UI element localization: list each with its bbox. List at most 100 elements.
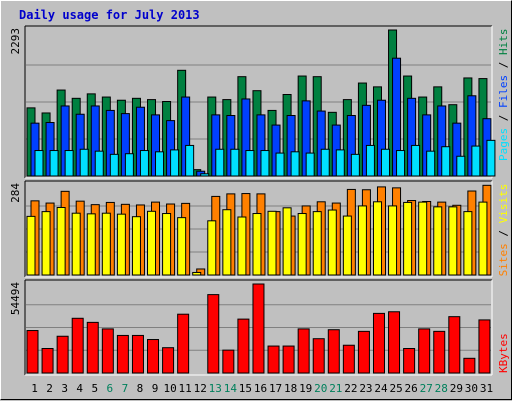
- bar-pages-day-21: [335, 149, 345, 177]
- bar-pages-day-5: [94, 150, 104, 177]
- bar-kbytes-day-21: [327, 329, 340, 374]
- bar-visits-day-8: [131, 216, 141, 276]
- bar-pages-day-19: [305, 152, 315, 177]
- bar-pages-day-3: [64, 150, 74, 177]
- bar-kbytes-day-29: [448, 316, 461, 374]
- bar-pages-day-22: [350, 153, 360, 177]
- x-tick-label-day-23: 23: [359, 382, 372, 395]
- bar-visits-day-15: [237, 216, 247, 276]
- bar-visits-day-2: [41, 211, 51, 276]
- bar-visits-day-31: [478, 201, 488, 276]
- bar-kbytes-day-13: [207, 294, 220, 374]
- bar-pages-day-29: [456, 155, 466, 177]
- bar-visits-day-28: [433, 206, 443, 276]
- bar-kbytes-day-19: [297, 328, 310, 374]
- bar-pages-day-7: [124, 153, 134, 177]
- bar-pages-day-14: [230, 148, 240, 177]
- bar-pages-day-17: [275, 152, 285, 177]
- bar-kbytes-day-26: [403, 348, 416, 374]
- right-axis-label-part: /: [497, 62, 510, 75]
- bar-kbytes-day-2: [41, 348, 54, 374]
- bar-visits-day-23: [357, 205, 367, 276]
- bar-visits-day-17: [267, 210, 277, 276]
- x-tick-label-day-13: 13: [209, 382, 222, 395]
- bar-kbytes-day-10: [162, 347, 175, 374]
- bar-visits-day-22: [342, 215, 352, 276]
- y-max-label: 284: [9, 183, 22, 203]
- x-tick-label-day-28: 28: [435, 382, 448, 395]
- bar-kbytes-day-3: [56, 335, 69, 374]
- bar-kbytes-day-15: [237, 318, 250, 374]
- bar-visits-day-3: [56, 207, 66, 276]
- bar-pages-day-26: [411, 144, 421, 177]
- bar-visits-day-21: [327, 209, 337, 276]
- x-tick-label-day-21: 21: [329, 382, 342, 395]
- bar-pages-day-24: [380, 148, 390, 177]
- bar-kbytes-day-7: [116, 334, 129, 374]
- right-axis-label-part: /: [497, 115, 510, 128]
- x-tick-label-day-9: 9: [152, 382, 159, 395]
- bar-visits-day-24: [372, 201, 382, 276]
- x-tick-label-day-26: 26: [405, 382, 418, 395]
- bar-visits-day-25: [388, 205, 398, 276]
- bar-kbytes-day-16: [252, 283, 265, 374]
- bar-kbytes-day-5: [86, 321, 99, 374]
- bar-kbytes-day-22: [342, 344, 355, 374]
- x-tick-label-day-18: 18: [284, 382, 297, 395]
- bar-visits-day-26: [403, 201, 413, 276]
- x-tick-label-day-12: 12: [194, 382, 207, 395]
- right-axis-label-part: Files: [497, 75, 510, 115]
- right-axis-label-part: KBytes: [497, 333, 510, 373]
- bar-visits-day-5: [86, 213, 96, 276]
- bar-kbytes-day-6: [101, 328, 114, 374]
- bar-pages-day-8: [139, 150, 149, 177]
- bar-visits-day-29: [448, 206, 458, 276]
- bar-pages-day-27: [426, 150, 436, 177]
- bar-visits-day-6: [101, 212, 111, 276]
- right-axis-label-part: Pages: [497, 128, 510, 161]
- x-tick-label-day-7: 7: [122, 382, 129, 395]
- bar-kbytes-day-20: [312, 338, 325, 374]
- bar-kbytes-day-27: [418, 328, 431, 374]
- bar-pages-day-6: [109, 153, 119, 177]
- x-tick-label-day-10: 10: [163, 382, 176, 395]
- bar-kbytes-day-31: [478, 319, 491, 374]
- bar-visits-day-7: [116, 213, 126, 276]
- bar-visits-day-14: [222, 209, 232, 276]
- x-tick-label-day-8: 8: [137, 382, 144, 395]
- bar-kbytes-day-17: [267, 345, 280, 374]
- y-max-label: 54494: [9, 282, 22, 315]
- x-tick-label-day-27: 27: [420, 382, 433, 395]
- chart-title: Daily usage for July 2013: [19, 8, 200, 22]
- x-tick-label-day-25: 25: [389, 382, 402, 395]
- x-tick-label-day-29: 29: [450, 382, 463, 395]
- bar-visits-day-12: [192, 271, 202, 276]
- x-tick-label-day-15: 15: [239, 382, 252, 395]
- x-tick-label-day-4: 4: [76, 382, 83, 395]
- bar-kbytes-day-1: [26, 330, 39, 374]
- bar-pages-day-9: [155, 151, 165, 177]
- y-max-label: 2293: [9, 28, 22, 55]
- bar-kbytes-day-9: [147, 339, 160, 374]
- right-axis-label-part: Visits: [497, 184, 510, 230]
- x-tick-label-day-24: 24: [374, 382, 388, 395]
- bar-pages-day-18: [290, 151, 300, 177]
- x-tick-label-day-14: 14: [224, 382, 238, 395]
- bar-visits-day-4: [71, 212, 81, 276]
- bar-visits-day-18: [282, 207, 292, 276]
- bar-pages-day-25: [396, 150, 406, 177]
- bar-pages-day-28: [441, 146, 451, 177]
- bar-visits-day-27: [418, 201, 428, 276]
- x-tick-label-day-5: 5: [91, 382, 98, 395]
- bar-pages-day-13: [215, 148, 225, 177]
- x-tick-label-day-30: 30: [465, 382, 478, 395]
- bar-visits-day-9: [147, 210, 157, 276]
- bar-kbytes-day-4: [71, 317, 84, 374]
- x-tick-label-day-6: 6: [107, 382, 114, 395]
- x-tick-label-day-20: 20: [314, 382, 327, 395]
- x-tick-label-day-11: 11: [179, 382, 192, 395]
- bar-pages-day-20: [320, 148, 330, 177]
- bar-pages-day-4: [79, 148, 89, 177]
